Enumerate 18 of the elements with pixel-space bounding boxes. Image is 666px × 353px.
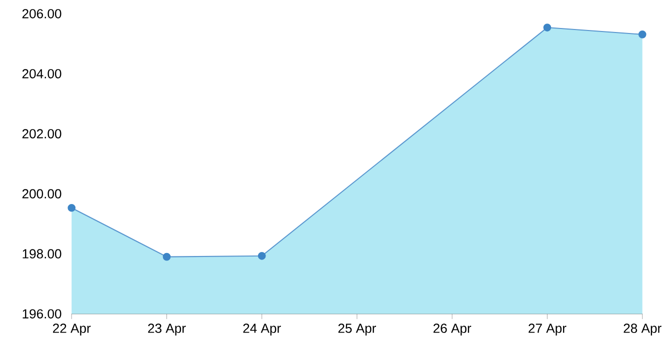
x-tick-label: 23 Apr <box>148 324 186 336</box>
point <box>68 204 76 212</box>
y-tick-label: 200.00 <box>22 189 62 198</box>
x-tick-label: 24 Apr <box>243 324 281 336</box>
x-tick-label: 22 Apr <box>53 324 91 336</box>
y-tick-label: 206.00 <box>22 9 62 18</box>
x-tick-label: 28 Apr <box>624 324 662 336</box>
point <box>543 24 552 32</box>
point <box>638 30 646 38</box>
y-tick-label: 196.00 <box>22 309 62 318</box>
point <box>162 252 171 261</box>
x-tick-label: 27 Apr <box>528 324 566 336</box>
x-tick-label: 25 Apr <box>338 324 376 336</box>
y-tick-label: 202.00 <box>22 129 62 138</box>
y-tick-label: 198.00 <box>22 249 62 258</box>
y-tick-label: 204.00 <box>22 69 62 78</box>
point <box>258 252 266 260</box>
x-tick-label: 26 Apr <box>434 324 472 336</box>
